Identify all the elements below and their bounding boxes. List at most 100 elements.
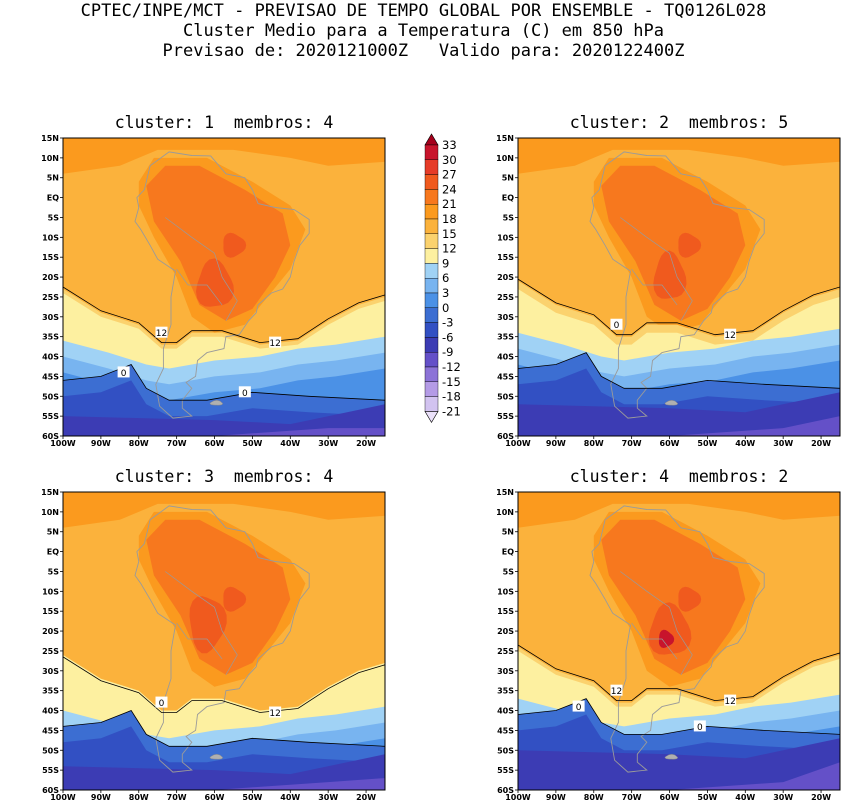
color-bar-label: 9: [442, 256, 449, 270]
color-bar-segment: [424, 278, 439, 294]
contour-label-bg: [269, 336, 282, 348]
temp-band-21-24: [146, 165, 291, 321]
country-borders: [620, 571, 693, 675]
color-bar-segment: [424, 233, 439, 249]
color-bar-label: -15: [442, 375, 461, 389]
lat-tick-label: EQ: [502, 548, 514, 557]
lat-tick-label: 30S: [497, 313, 514, 322]
lon-tick-label: 100W: [505, 793, 531, 802]
color-bar-label: -21: [442, 404, 461, 418]
lat-tick-label: 45S: [497, 726, 514, 735]
lon-tick-label: 100W: [505, 439, 531, 448]
panel-title-2: cluster: 2 membros: 5: [569, 113, 789, 132]
lat-tick-label: EQ: [47, 548, 59, 557]
lat-tick-label: 25S: [497, 293, 514, 302]
lat-tick-label: 35S: [42, 687, 59, 696]
temp-band-minus12-minus9: [518, 762, 840, 790]
lat-tick-label: 15S: [42, 253, 59, 262]
temp-band-minus9-minus6: [63, 754, 385, 790]
lon-tick-label: 90W: [91, 793, 111, 802]
lon-tick-label: 60W: [205, 793, 225, 802]
color-bar-label: 12: [442, 242, 457, 256]
lat-tick-label: 10S: [497, 233, 514, 242]
lat-tick-label: 15N: [41, 488, 59, 497]
lat-tick-label: 20S: [42, 627, 59, 636]
lat-tick-label: EQ: [502, 194, 514, 203]
lat-tick-label: 40S: [497, 353, 514, 362]
lat-tick-label: 5N: [502, 528, 514, 537]
contour-label-bg: [610, 684, 623, 696]
contour-label-bg: [269, 706, 282, 718]
temp-band-18-21: [63, 492, 385, 528]
lat-tick-label: 5S: [48, 213, 60, 222]
map-panel-3: 12 0 15N 10N 5N EQ 5S 10S 15S 20S 25S 30S 35S 40S 45S 5…: [41, 488, 386, 802]
lat-tick-label: 10S: [497, 587, 514, 596]
color-bar-label: -3: [442, 316, 453, 330]
south-america-coastline: [134, 151, 310, 419]
color-bar-label: 3: [442, 286, 449, 300]
lat-tick-label: 10N: [41, 508, 59, 517]
contour-label-bg: [724, 328, 737, 340]
lat-tick-label: 35S: [497, 333, 514, 342]
lat-tick-label: 5S: [503, 567, 515, 576]
contour-0: [518, 698, 840, 735]
lat-tick-label: 15S: [42, 607, 59, 616]
contour-label: 0: [614, 321, 620, 331]
lon-tick-label: 70W: [167, 439, 187, 448]
temp-band-minus9-minus6: [518, 392, 840, 436]
map-frame: [517, 137, 841, 437]
lat-tick-label: EQ: [47, 194, 59, 203]
lat-tick-label: 15S: [497, 253, 514, 262]
color-bar-segment: [424, 396, 439, 412]
lat-tick-label: 50S: [497, 746, 514, 755]
country-borders: [620, 217, 693, 321]
color-bar-label: 33: [442, 138, 457, 152]
figure-title-line-2: Cluster Medio para a Temperatura (C) em …: [182, 21, 665, 41]
lat-tick-label: 45S: [42, 726, 59, 735]
lat-tick-label: 5S: [503, 213, 515, 222]
contour-label: 12: [156, 329, 167, 339]
temp-band-27-30: [658, 629, 675, 648]
color-bar-segment: [424, 292, 439, 309]
south-america-coastline: [589, 151, 765, 419]
contour-label: 0: [576, 703, 582, 713]
lat-tick-label: 45S: [42, 372, 59, 381]
lat-tick-label: 40S: [497, 707, 514, 716]
lat-tick-label: 10N: [496, 508, 514, 517]
contour-label-bg: [238, 386, 251, 398]
contour-label-bg: [117, 366, 130, 378]
lat-tick-label: 35S: [42, 333, 59, 342]
lon-tick-label: 70W: [622, 439, 642, 448]
contour-label: 12: [269, 339, 280, 349]
lat-tick-label: 40S: [42, 707, 59, 716]
country-borders: [176, 268, 223, 306]
lat-tick-label: 55S: [497, 412, 514, 421]
lon-tick-label: 90W: [91, 439, 111, 448]
temp-band-18-21: [63, 138, 385, 174]
color-bar-segment: [424, 248, 439, 264]
country-borders: [631, 622, 678, 660]
panel-title-3: cluster: 3 membros: 4: [114, 467, 334, 486]
color-bar-label: 18: [442, 212, 457, 226]
contour-0: [63, 710, 385, 747]
falkland-islands: [664, 754, 678, 760]
south-america-coastline: [134, 505, 310, 773]
lon-tick-label: 30W: [318, 439, 338, 448]
lat-tick-label: 35S: [497, 687, 514, 696]
temp-band-24-27-spot: [678, 232, 702, 258]
color-bar-segment: [424, 352, 439, 368]
lon-tick-label: 40W: [735, 793, 755, 802]
lat-tick-label: 20S: [497, 273, 514, 282]
lat-tick-label: 5S: [48, 567, 60, 576]
lat-tick-label: 50S: [42, 392, 59, 401]
map-panel-4: 12 12 0 0 15N 10N 5N EQ 5S 10S 15S 20S 25S 30S 35S 40S 4…: [496, 488, 841, 802]
figure-title-line-1: CPTEC/INPE/MCT - PREVISAO DE TEMPO GLOBA…: [80, 1, 767, 21]
contour-label-bg: [155, 326, 168, 338]
temp-band-minus9-minus6: [63, 404, 385, 436]
temp-band-18-21: [518, 492, 840, 528]
lat-tick-label: 50S: [42, 746, 59, 755]
color-bar-label: 15: [442, 227, 457, 241]
contour-label: 0: [242, 389, 248, 399]
lat-tick-label: 5N: [502, 174, 514, 183]
lat-tick-label: 30S: [42, 313, 59, 322]
